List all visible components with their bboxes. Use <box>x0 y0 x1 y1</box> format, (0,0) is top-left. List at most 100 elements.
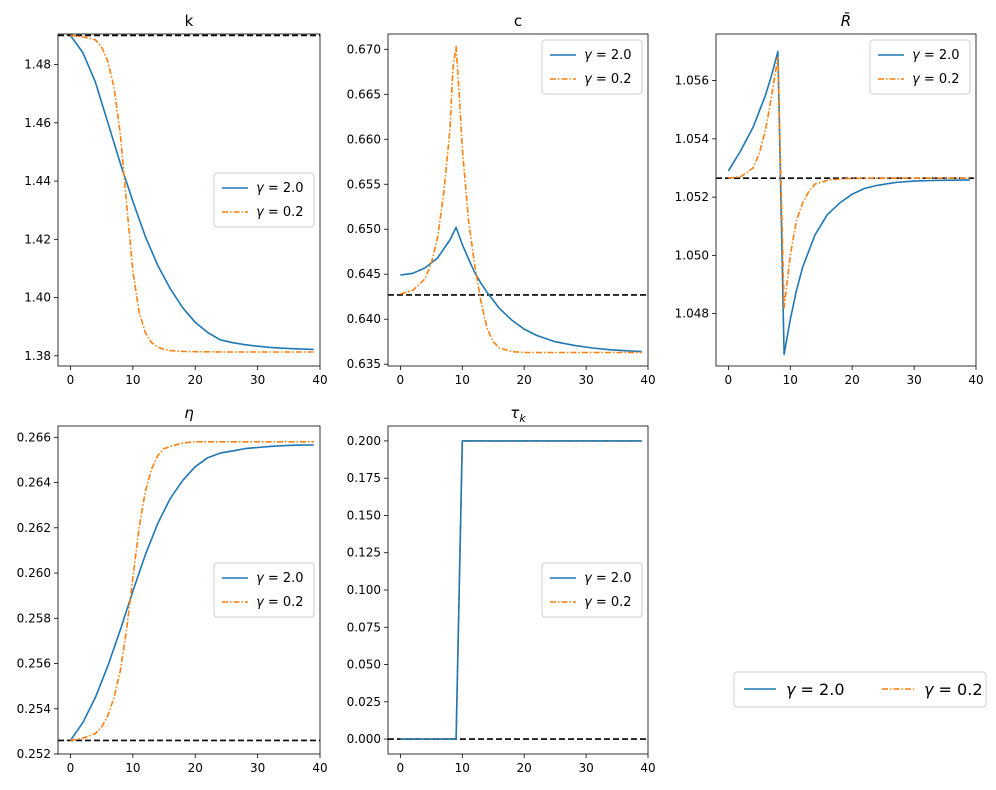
y-tick-label: 0.665 <box>347 87 381 101</box>
y-tick-label: 0.635 <box>347 357 381 371</box>
y-tick-label: 1.056 <box>675 74 709 88</box>
x-tick-label: 10 <box>783 373 798 387</box>
legend-greek: γ <box>584 48 593 63</box>
legend-value: = 0.2 <box>264 595 304 610</box>
y-tick-label: 0.640 <box>347 312 381 326</box>
legend-box <box>541 562 643 618</box>
legend-value: = 2.0 <box>264 571 304 586</box>
y-tick-label: 0.150 <box>347 508 381 522</box>
y-tick-label: 0.200 <box>347 434 381 448</box>
y-tick-label: 1.40 <box>24 291 51 305</box>
legend-value: = 0.2 <box>592 595 632 610</box>
legend-greek: γ <box>912 48 921 63</box>
legend-greek: γ <box>256 205 265 220</box>
legend-tauk: γ = 2.0 γ = 0.2 <box>541 562 643 618</box>
y-tick-label: 0.075 <box>347 620 381 634</box>
legend-label: γ = 2.0 <box>912 48 960 63</box>
y-tick-label: 0.264 <box>17 476 51 490</box>
x-tick-label: 0 <box>397 761 405 775</box>
y-tick-label: 1.38 <box>24 349 51 363</box>
panel-rbar: R̄ 0 10 20 30 40 1.048 1.050 1.052 1.054 1.056 γ = … <box>675 11 984 387</box>
legend-box <box>869 39 971 95</box>
y-tick-label: 0.254 <box>17 702 51 716</box>
y-tick-label: 0.655 <box>347 177 381 191</box>
x-tick-label: 30 <box>578 373 593 387</box>
panel-title-c: c <box>514 12 522 30</box>
series-line-gamma-2 <box>69 444 314 741</box>
x-tick-label: 40 <box>640 761 655 775</box>
y-tick-label: 0.660 <box>347 132 381 146</box>
x-tick-label: 20 <box>188 373 203 387</box>
legend-eta: γ = 2.0γ = 0.2 <box>213 562 315 618</box>
legend-label: γ = 0.2 <box>584 72 632 87</box>
series-line-gamma-02 <box>70 34 314 353</box>
y-tick-label: 1.44 <box>24 174 51 188</box>
y-tick-label: 0.258 <box>17 611 51 625</box>
y-tick-label: 0.645 <box>347 267 381 281</box>
legend-rbar: γ = 2.0γ = 0.2 <box>869 39 971 95</box>
y-tick-label: 0.670 <box>347 42 381 56</box>
legend-value: = 0.2 <box>264 205 304 220</box>
x-tick-label: 10 <box>125 761 140 775</box>
x-tick-label: 30 <box>250 373 265 387</box>
legend-value: = 2.0 <box>920 48 960 63</box>
axes-frame <box>387 425 649 755</box>
legend-label: γ = 0.2 <box>256 205 304 220</box>
y-tick-label: 0.266 <box>17 430 51 444</box>
series-line-gamma-2 <box>727 50 970 356</box>
legend-box <box>213 172 315 228</box>
legend-value: = 0.2 <box>592 72 632 87</box>
legend-box <box>541 39 643 95</box>
y-tick-label: 1.052 <box>675 190 709 204</box>
x-tick-label: 10 <box>125 373 140 387</box>
y-tick-label: 1.048 <box>675 307 709 321</box>
legend-label: γ = 2.0 <box>584 48 632 63</box>
legend-greek: γ <box>256 571 265 586</box>
legend-label: γ = 2.0 <box>256 181 304 196</box>
y-tick-label: 1.46 <box>24 116 51 130</box>
legend-value: = 2.0 <box>592 48 632 63</box>
x-tick-label: 0 <box>725 373 733 387</box>
y-tick-label: 0.260 <box>17 566 51 580</box>
legend-c: γ = 2.0γ = 0.2 <box>541 39 643 95</box>
axes-frame <box>715 33 977 367</box>
legend-value: = 2.0 <box>592 571 632 586</box>
x-tick-label: 40 <box>312 373 327 387</box>
legend-greek: γ <box>584 595 593 610</box>
y-tick-label: 1.48 <box>24 58 51 72</box>
legend-label: γ = 2.0 <box>584 571 632 586</box>
y-tick-label: 0.125 <box>347 546 381 560</box>
x-tick-label: 20 <box>517 373 532 387</box>
legend-greek: γ <box>256 595 265 610</box>
x-tick-label: 10 <box>455 761 470 775</box>
x-tick-label: 30 <box>578 761 593 775</box>
panel-eta: η 0 10 20 30 40 0.252 0.254 0.256 0.258 0.260 0.262… <box>17 404 328 775</box>
axes-frame <box>57 33 321 367</box>
x-tick-label: 20 <box>188 761 203 775</box>
series-line-gamma-02 <box>70 440 314 742</box>
y-tick-label: 1.42 <box>24 232 51 246</box>
y-tick-label: 0.050 <box>347 658 381 672</box>
legend-greek: γ <box>256 181 265 196</box>
series-line-gamma-2 <box>400 440 642 740</box>
x-tick-label: 20 <box>517 761 532 775</box>
legend-greek: γ <box>584 72 593 87</box>
y-tick-label: 0.000 <box>347 732 381 746</box>
panel-tauk: τk 0 10 20 30 40 0.000 0.025 0.050 0.075 0.100 0.12… <box>347 404 656 775</box>
legend-box <box>213 562 315 618</box>
legend-value: = 2.0 <box>264 181 304 196</box>
x-tick-label: 10 <box>455 373 470 387</box>
y-tick-label: 0.175 <box>347 471 381 485</box>
panel-title-k: k <box>185 12 194 30</box>
x-tick-label: 0 <box>67 761 75 775</box>
x-tick-label: 30 <box>250 761 265 775</box>
y-tick-label: 0.252 <box>17 747 51 761</box>
y-tick-label: 0.262 <box>17 521 51 535</box>
panel-title-eta: η <box>184 404 194 422</box>
x-tick-label: 40 <box>312 761 327 775</box>
panel-title-rbar: R̄ <box>841 11 851 30</box>
panel-title-subscript: k <box>519 412 526 425</box>
panel-c: c 0 10 20 30 40 0.635 0.640 0.645 0.650 0.655 0.660… <box>347 12 656 387</box>
x-tick-label: 0 <box>397 373 405 387</box>
y-tick-label: 0.025 <box>347 695 381 709</box>
